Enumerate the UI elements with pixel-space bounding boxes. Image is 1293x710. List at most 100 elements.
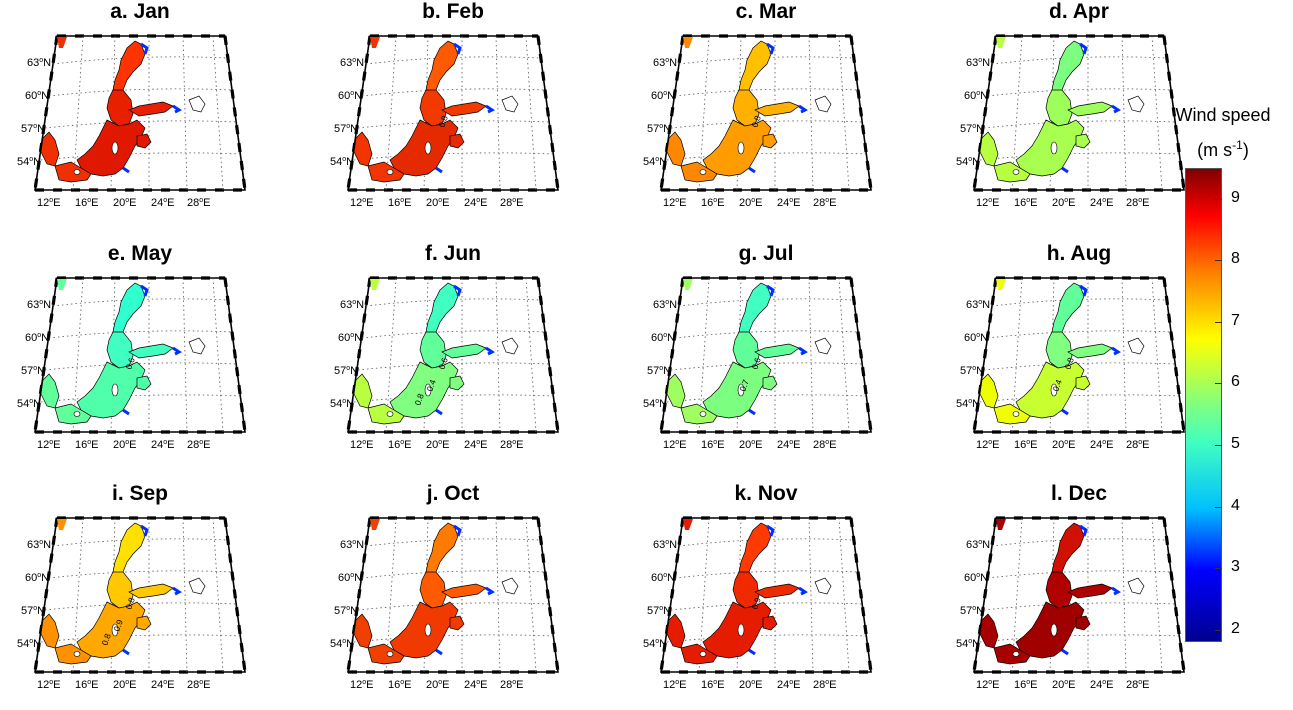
latitude-label: 54oN: [330, 156, 354, 168]
gulf-of-riga-field: [1075, 615, 1091, 631]
parallel-gridline: [365, 56, 541, 65]
longitude-label: 24oE: [1090, 197, 1114, 209]
parallel-gridline: [670, 362, 863, 371]
parallel-gridline: [353, 152, 554, 161]
parallel-gridline: [40, 152, 241, 161]
contour-label: 0.4: [424, 378, 438, 393]
longitude-label: 28oE: [500, 679, 524, 691]
map-panel: e. May 0.6 63oN 60oN 57oN 54oN 12oE 16oE 20oE 24o…: [15, 242, 315, 467]
latitude-label: 60oN: [651, 90, 675, 102]
latitude-label: 60oN: [338, 332, 362, 344]
parallel-gridline: [357, 120, 550, 129]
latitude-label: 57oN: [647, 365, 671, 377]
map-panel: f. Jun 0.6 0.4 0.8 63oN 60oN 57oN 54oN 12oE 16oE 2…: [328, 242, 628, 467]
longitude-label: 16oE: [701, 679, 725, 691]
lake-ladoga: [188, 95, 206, 113]
southern-baltic-field: [54, 643, 92, 665]
baltic-map: 0.8 63oN 60oN 57oN 54oN 12oE 16oE 20oE 24oE 28oE: [330, 34, 560, 209]
southern-baltic-field: [680, 643, 718, 665]
colorbar-title-line1: Wind speed: [1175, 105, 1271, 125]
parallel-gridline: [666, 394, 867, 403]
latitude-label: 54oN: [643, 638, 667, 650]
parallel-gridline: [991, 298, 1167, 307]
latitude-label: 57oN: [21, 365, 45, 377]
longitude-label: 20oE: [739, 197, 763, 209]
latitude-label: 57oN: [960, 123, 984, 135]
parallel-gridline: [983, 362, 1176, 371]
map-panel: c. Mar 0.8 63oN 60oN 57oN 54oN 12oE 16oE 20oE 24o…: [641, 0, 941, 225]
meridian-gridline: [808, 35, 814, 191]
meridian-gridline: [385, 517, 397, 673]
meridian-gridline: [525, 517, 537, 673]
island-gotland: [737, 141, 745, 155]
colorbar-tick-mark: [1215, 198, 1222, 200]
panel-title: a. Jan: [110, 0, 170, 23]
contour-label: 0.9: [749, 596, 763, 611]
latitude-label: 54oN: [643, 156, 667, 168]
contour-label: 0.6: [749, 356, 763, 371]
parallel-gridline: [979, 152, 1180, 161]
latitude-label: 57oN: [21, 123, 45, 135]
kattegat-field: [979, 131, 999, 167]
latitude-label: 60oN: [651, 572, 675, 584]
parallel-gridline: [52, 298, 228, 307]
north-sea-corner-field: [370, 519, 380, 530]
longitude-label: 16oE: [388, 197, 412, 209]
meridian-gridline: [698, 277, 710, 433]
longitude-label: 20oE: [1052, 197, 1076, 209]
longitude-label: 20oE: [426, 439, 450, 451]
contour-label: 0.8: [749, 114, 763, 129]
contour-label: 0.6: [436, 356, 450, 371]
parallel-gridline: [353, 394, 554, 403]
baltic-proper-field: [702, 361, 772, 419]
parallel-gridline: [353, 634, 554, 643]
meridian-gridline: [495, 35, 501, 191]
contour-label: 0.8: [1062, 356, 1076, 371]
baltic-map: 0.6 63oN 60oN 57oN 54oN 12oE 16oE 20oE 24oE 28oE: [17, 276, 247, 451]
colorbar-tick-label: 3: [1231, 558, 1240, 576]
longitude-label: 20oE: [739, 679, 763, 691]
island-gotland: [737, 623, 745, 637]
north-sea-corner-field: [683, 519, 693, 530]
latitude-label: 60oN: [25, 572, 49, 584]
kattegat-field: [979, 373, 999, 409]
coastal-low-wind-fringe: [748, 524, 808, 656]
parallel-gridline: [666, 634, 867, 643]
southern-baltic-field: [680, 161, 718, 183]
island-gotland: [111, 383, 119, 397]
kattegat-field: [40, 131, 60, 167]
kattegat-field: [40, 373, 60, 409]
longitude-label: 28oE: [1126, 197, 1150, 209]
latitude-label: 60oN: [338, 572, 362, 584]
north-sea-corner-field: [996, 279, 1006, 290]
coastal-low-wind-fringe: [435, 284, 495, 416]
panel-title: g. Jul: [738, 242, 794, 265]
meridian-gridline: [838, 277, 850, 433]
colorbar-tick-label: 6: [1231, 373, 1240, 391]
longitude-label: 12oE: [663, 439, 687, 451]
latitude-label: 60oN: [25, 332, 49, 344]
parallel-gridline: [52, 56, 228, 65]
map-panel: i. Sep 0.8 0.9 0.8 63oN 60oN 57oN 54oN 12oE 16oE 2…: [15, 482, 315, 707]
parallel-gridline: [365, 298, 541, 307]
coastal-low-wind-fringe: [122, 524, 182, 656]
meridian-gridline: [698, 517, 710, 673]
map-frame-ticks: [659, 34, 873, 192]
colorbar-tick-label: 5: [1231, 435, 1240, 452]
latitude-label: 54oN: [330, 398, 354, 410]
meridian-gridline: [72, 277, 84, 433]
lake-ladoga: [501, 337, 519, 355]
north-sea-corner-field: [57, 519, 67, 530]
baltic-proper-field: [1015, 601, 1085, 659]
island-gotland: [111, 141, 119, 155]
longitude-label: 16oE: [1014, 439, 1038, 451]
parallel-gridline: [361, 88, 546, 97]
longitude-label: 16oE: [75, 197, 99, 209]
lake-ladoga: [501, 95, 519, 113]
parallel-gridline: [983, 602, 1176, 611]
latitude-label: 63oN: [340, 539, 364, 551]
coastal-low-wind-fringe: [435, 524, 495, 656]
north-sea-corner-field: [996, 519, 1006, 530]
baltic-proper-field: [389, 361, 459, 419]
coastal-low-wind-fringe: [748, 42, 808, 174]
